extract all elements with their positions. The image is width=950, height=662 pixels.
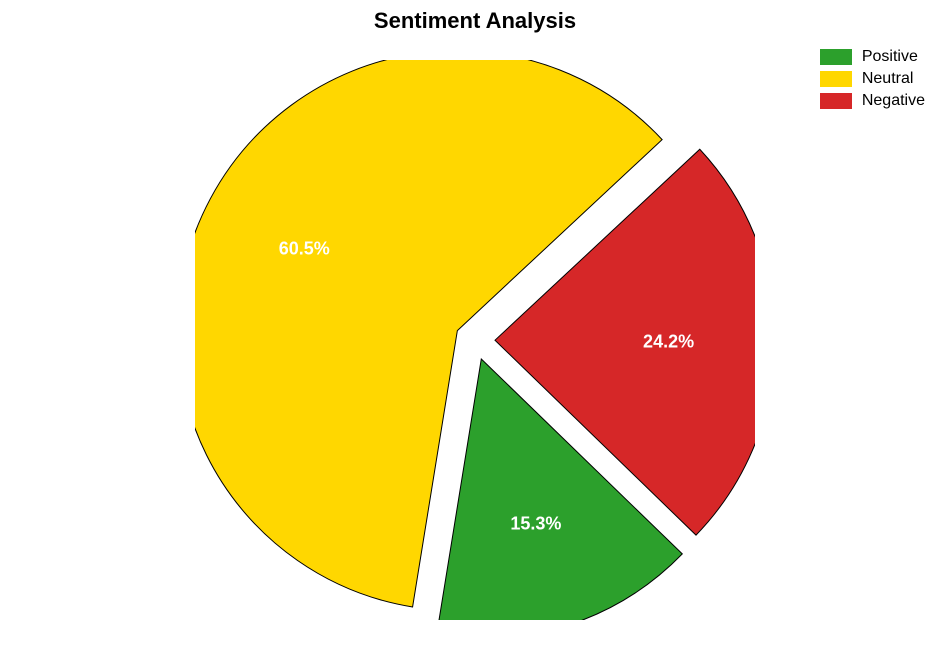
- legend-item-positive: Positive: [820, 48, 925, 66]
- legend-swatch-positive: [820, 49, 852, 65]
- legend-label-negative: Negative: [862, 92, 925, 110]
- slice-label-positive: 15.3%: [510, 513, 561, 534]
- slice-label-negative: 24.2%: [643, 331, 694, 352]
- legend-swatch-negative: [820, 93, 852, 109]
- legend-item-negative: Negative: [820, 92, 925, 110]
- slice-label-neutral: 60.5%: [279, 238, 330, 259]
- chart-title: Sentiment Analysis: [0, 8, 950, 34]
- legend-label-positive: Positive: [862, 48, 918, 66]
- legend-swatch-neutral: [820, 71, 852, 87]
- pie-chart: 24.2% 15.3% 60.5%: [195, 60, 755, 620]
- legend: Positive Neutral Negative: [820, 48, 925, 114]
- legend-item-neutral: Neutral: [820, 70, 925, 88]
- legend-label-neutral: Neutral: [862, 70, 914, 88]
